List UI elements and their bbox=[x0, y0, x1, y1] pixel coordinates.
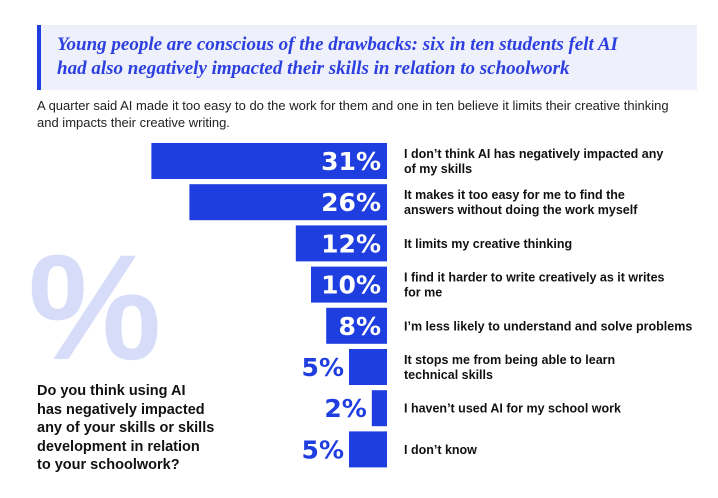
category-label: technical skills bbox=[404, 368, 493, 382]
title-line-2: had also negatively impacted their skill… bbox=[57, 58, 570, 79]
category-label: I haven’t used AI for my school work bbox=[404, 402, 621, 416]
value-label: 26% bbox=[321, 188, 381, 217]
value-label: 10% bbox=[321, 271, 381, 300]
value-label: 8% bbox=[339, 312, 381, 341]
value-label: 31% bbox=[321, 147, 381, 176]
bar bbox=[311, 266, 387, 303]
title-line-1: Young people are conscious of the drawba… bbox=[57, 34, 618, 55]
bar bbox=[349, 349, 387, 385]
category-label: of my skills bbox=[404, 162, 472, 176]
question-line: to your schoolwork? bbox=[37, 457, 180, 473]
category-label: It limits my creative thinking bbox=[404, 237, 572, 251]
value-label: 2% bbox=[324, 394, 366, 423]
category-label: I find it harder to write creatively as … bbox=[404, 271, 665, 285]
category-label: I don’t think AI has negatively impacted… bbox=[404, 147, 663, 161]
category-label: It makes it too easy for me to find the bbox=[404, 188, 625, 202]
bar bbox=[295, 225, 387, 262]
category-label: for me bbox=[404, 286, 442, 300]
value-label: 12% bbox=[321, 229, 381, 258]
bar bbox=[349, 431, 387, 468]
category-label: I don’t know bbox=[404, 443, 477, 457]
bar bbox=[189, 184, 387, 221]
bar bbox=[371, 390, 387, 427]
category-label: It stops me from being able to learn bbox=[404, 353, 615, 367]
percent-decoration-icon: % bbox=[28, 223, 162, 391]
value-label: 5% bbox=[302, 353, 344, 382]
question-line: has negatively impacted bbox=[37, 401, 205, 418]
bar bbox=[151, 143, 387, 179]
subtitle-line-2: and impacts their creative writing. bbox=[37, 115, 230, 130]
category-label: answers without doing the work myself bbox=[404, 203, 638, 217]
survey-question: Do you think using AI has negatively imp… bbox=[37, 382, 227, 475]
title-box: Young people are conscious of the drawba… bbox=[37, 25, 697, 90]
bar bbox=[326, 307, 387, 344]
category-label: I’m less likely to understand and solve … bbox=[404, 319, 692, 333]
question-line: development in relation bbox=[37, 438, 200, 455]
question-line: any of your skills or skills bbox=[37, 420, 215, 436]
subtitle-line-1: A quarter said AI made it too easy to do… bbox=[37, 98, 669, 113]
value-label: 5% bbox=[302, 435, 344, 464]
question-line: Do you think using AI bbox=[37, 383, 186, 399]
